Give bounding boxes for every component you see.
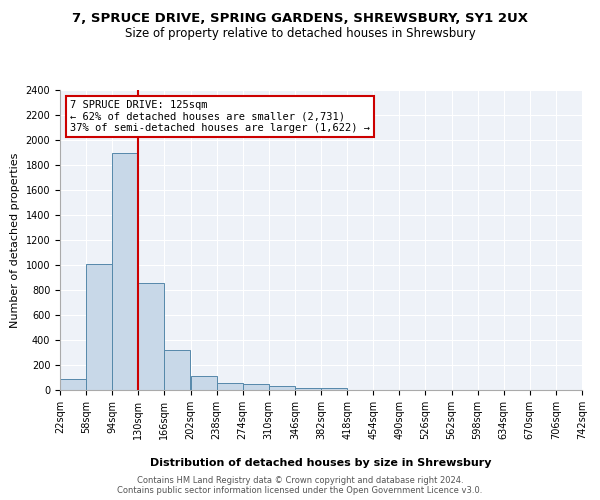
Bar — [139, 282, 164, 390]
Bar — [191, 376, 217, 390]
Text: Contains HM Land Registry data © Crown copyright and database right 2024.
Contai: Contains HM Land Registry data © Crown c… — [118, 476, 482, 495]
Bar — [112, 152, 138, 390]
Text: 7, SPRUCE DRIVE, SPRING GARDENS, SHREWSBURY, SY1 2UX: 7, SPRUCE DRIVE, SPRING GARDENS, SHREWSB… — [72, 12, 528, 26]
Bar — [86, 264, 112, 390]
Bar — [295, 388, 321, 390]
Bar — [321, 388, 347, 390]
Bar — [269, 386, 295, 390]
Bar — [60, 379, 86, 390]
Bar — [242, 384, 269, 390]
Text: 7 SPRUCE DRIVE: 125sqm
← 62% of detached houses are smaller (2,731)
37% of semi-: 7 SPRUCE DRIVE: 125sqm ← 62% of detached… — [70, 100, 370, 133]
Text: Distribution of detached houses by size in Shrewsbury: Distribution of detached houses by size … — [150, 458, 492, 468]
Bar — [164, 350, 190, 390]
Text: Size of property relative to detached houses in Shrewsbury: Size of property relative to detached ho… — [125, 28, 475, 40]
Bar — [217, 383, 242, 390]
Y-axis label: Number of detached properties: Number of detached properties — [10, 152, 20, 328]
